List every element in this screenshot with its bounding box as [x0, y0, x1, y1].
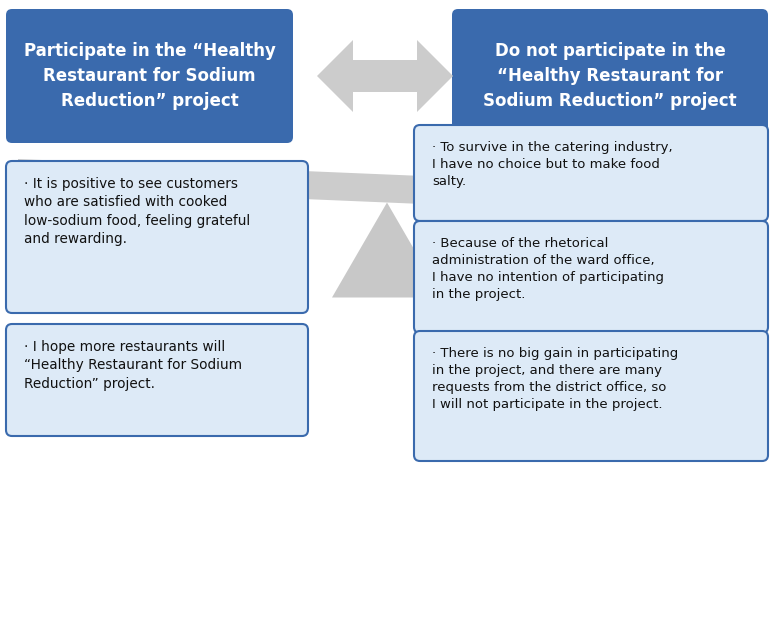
- FancyBboxPatch shape: [414, 221, 768, 333]
- Text: · There is no big gain in participating
in the project, and there are many
reque: · There is no big gain in participating …: [432, 347, 678, 411]
- Text: · It is positive to see customers
who are satisfied with cooked
low-sodium food,: · It is positive to see customers who ar…: [24, 177, 250, 246]
- FancyBboxPatch shape: [452, 9, 768, 143]
- FancyBboxPatch shape: [414, 125, 768, 221]
- FancyBboxPatch shape: [414, 331, 768, 461]
- Text: Do not participate in the
“Healthy Restaurant for
Sodium Reduction” project: Do not participate in the “Healthy Resta…: [483, 42, 737, 110]
- FancyBboxPatch shape: [6, 161, 308, 313]
- Text: · Because of the rhetorical
administration of the ward office,
I have no intenti: · Because of the rhetorical administrati…: [432, 237, 664, 301]
- Text: · I hope more restaurants will
“Healthy Restaurant for Sodium
Reduction” project: · I hope more restaurants will “Healthy …: [24, 340, 242, 391]
- Polygon shape: [332, 203, 442, 297]
- Polygon shape: [317, 40, 453, 112]
- Polygon shape: [18, 159, 756, 218]
- Text: · To survive in the catering industry,
I have no choice but to make food
salty.: · To survive in the catering industry, I…: [432, 141, 673, 188]
- FancyBboxPatch shape: [6, 324, 308, 436]
- FancyBboxPatch shape: [6, 9, 293, 143]
- Text: Participate in the “Healthy
Restaurant for Sodium
Reduction” project: Participate in the “Healthy Restaurant f…: [23, 42, 276, 110]
